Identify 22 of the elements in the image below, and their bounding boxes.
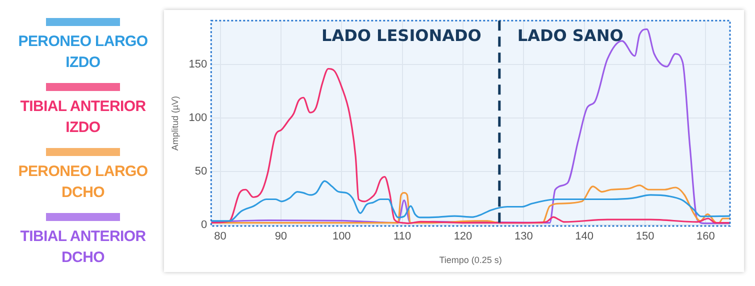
x-tick-label: 150 <box>636 230 654 243</box>
x-tick-label: 160 <box>696 230 715 243</box>
y-axis-title: Amplitud (µV) <box>170 96 180 151</box>
x-tick-label: 110 <box>394 230 412 243</box>
x-tick-label: 130 <box>514 230 533 243</box>
legend-label: TIBIAL ANTERIOR IZDO <box>19 97 147 138</box>
annotation: LADO SANO <box>517 26 624 45</box>
x-tick-label: 80 <box>214 230 226 243</box>
legend-label: TIBIAL ANTERIOR DCHO <box>19 227 147 268</box>
x-tick-label: 120 <box>454 230 472 243</box>
x-tick-label: 100 <box>332 230 351 243</box>
x-tick-label: 90 <box>274 230 288 243</box>
y-tick-label: 50 <box>194 165 208 178</box>
legend-label: PERONEO LARGO DCHO <box>17 162 149 203</box>
legend-label: PERONEO LARGO IZDO <box>17 32 149 73</box>
line-series <box>211 68 730 224</box>
y-tick-label: 150 <box>188 58 208 70</box>
x-axis-title: Tiempo (0.25 s) <box>439 255 502 266</box>
annotation: LADO LESIONADO <box>322 26 482 45</box>
x-tick-label: 140 <box>575 230 594 243</box>
y-tick-label: 0 <box>201 218 208 231</box>
y-tick-label: 100 <box>188 112 208 124</box>
